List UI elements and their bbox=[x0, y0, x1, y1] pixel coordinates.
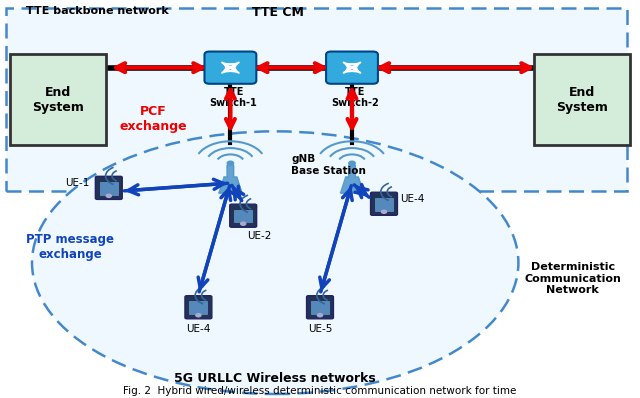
Text: Fig. 2  Hybrid wired/wireless deterministic communication network for time: Fig. 2 Hybrid wired/wireless determinist… bbox=[124, 386, 516, 396]
Text: PTP message
exchange: PTP message exchange bbox=[26, 233, 115, 261]
FancyBboxPatch shape bbox=[311, 301, 329, 314]
Circle shape bbox=[227, 161, 234, 165]
Ellipse shape bbox=[32, 131, 518, 394]
FancyBboxPatch shape bbox=[375, 198, 393, 211]
Text: End
System: End System bbox=[31, 86, 84, 113]
FancyBboxPatch shape bbox=[185, 296, 212, 319]
FancyBboxPatch shape bbox=[234, 210, 252, 222]
FancyBboxPatch shape bbox=[371, 192, 397, 215]
Circle shape bbox=[106, 194, 111, 197]
Text: UE-5: UE-5 bbox=[308, 324, 332, 334]
Text: TTE CM: TTE CM bbox=[252, 6, 305, 19]
Text: UE-1: UE-1 bbox=[65, 178, 90, 188]
Circle shape bbox=[241, 222, 246, 225]
Circle shape bbox=[349, 161, 355, 165]
Text: gNB
Base Station: gNB Base Station bbox=[291, 154, 366, 176]
Polygon shape bbox=[340, 165, 364, 193]
FancyBboxPatch shape bbox=[6, 8, 627, 191]
FancyBboxPatch shape bbox=[534, 54, 630, 145]
Text: TTE
Switch-1: TTE Switch-1 bbox=[210, 87, 257, 108]
FancyBboxPatch shape bbox=[95, 176, 122, 199]
Text: Deterministic
Communication
Network: Deterministic Communication Network bbox=[524, 262, 621, 295]
FancyBboxPatch shape bbox=[10, 54, 106, 145]
Circle shape bbox=[196, 314, 201, 317]
Text: UE-2: UE-2 bbox=[247, 231, 271, 241]
Circle shape bbox=[317, 314, 323, 317]
Text: TTE
Switch-2: TTE Switch-2 bbox=[332, 87, 379, 108]
Text: TTE backbone network: TTE backbone network bbox=[26, 6, 168, 16]
FancyBboxPatch shape bbox=[189, 301, 207, 314]
Text: UE-4: UE-4 bbox=[186, 324, 211, 334]
FancyBboxPatch shape bbox=[326, 51, 378, 84]
Text: PCF
exchange: PCF exchange bbox=[120, 105, 188, 133]
FancyBboxPatch shape bbox=[100, 182, 118, 195]
Text: End
System: End System bbox=[556, 86, 609, 113]
Text: UE-4: UE-4 bbox=[400, 194, 424, 204]
FancyBboxPatch shape bbox=[307, 296, 333, 319]
Text: 5G URLLC Wireless networks: 5G URLLC Wireless networks bbox=[174, 372, 376, 384]
FancyBboxPatch shape bbox=[230, 204, 257, 227]
FancyBboxPatch shape bbox=[205, 51, 256, 84]
Polygon shape bbox=[219, 165, 242, 193]
Circle shape bbox=[381, 210, 387, 213]
